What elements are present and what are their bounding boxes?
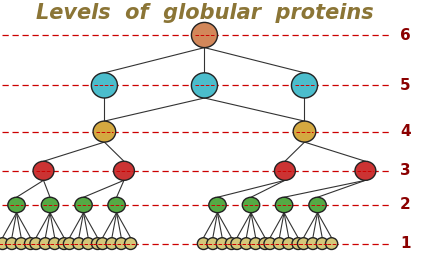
- Ellipse shape: [113, 161, 134, 180]
- Text: 6: 6: [399, 27, 410, 43]
- Ellipse shape: [291, 73, 317, 98]
- Ellipse shape: [24, 238, 36, 249]
- Ellipse shape: [49, 238, 61, 249]
- Ellipse shape: [325, 238, 337, 249]
- Ellipse shape: [124, 238, 136, 249]
- Ellipse shape: [206, 238, 218, 249]
- Ellipse shape: [105, 238, 118, 249]
- Ellipse shape: [58, 238, 70, 249]
- Ellipse shape: [297, 238, 309, 249]
- Ellipse shape: [258, 238, 270, 249]
- Ellipse shape: [108, 197, 125, 213]
- Ellipse shape: [91, 73, 117, 98]
- Ellipse shape: [75, 197, 92, 213]
- Ellipse shape: [316, 238, 328, 249]
- Ellipse shape: [39, 238, 51, 249]
- Ellipse shape: [93, 121, 115, 142]
- Ellipse shape: [275, 197, 292, 213]
- Ellipse shape: [96, 238, 108, 249]
- Text: Levels  of  globular  proteins: Levels of globular proteins: [36, 3, 372, 23]
- Ellipse shape: [91, 238, 103, 249]
- Ellipse shape: [33, 161, 54, 180]
- Ellipse shape: [72, 238, 85, 249]
- Ellipse shape: [30, 238, 42, 249]
- Ellipse shape: [208, 197, 226, 213]
- Ellipse shape: [197, 238, 209, 249]
- Ellipse shape: [63, 238, 76, 249]
- Ellipse shape: [291, 238, 303, 249]
- Ellipse shape: [216, 238, 228, 249]
- Ellipse shape: [115, 238, 127, 249]
- Text: 5: 5: [399, 78, 410, 93]
- Text: 2: 2: [399, 197, 410, 213]
- Text: 3: 3: [399, 163, 410, 178]
- Ellipse shape: [240, 238, 252, 249]
- Ellipse shape: [274, 161, 295, 180]
- Ellipse shape: [6, 238, 18, 249]
- Ellipse shape: [41, 197, 59, 213]
- Ellipse shape: [15, 238, 27, 249]
- Ellipse shape: [191, 73, 217, 98]
- Text: 1: 1: [399, 236, 410, 251]
- Ellipse shape: [354, 161, 375, 180]
- Ellipse shape: [225, 238, 237, 249]
- Ellipse shape: [263, 238, 276, 249]
- Ellipse shape: [191, 22, 217, 48]
- Ellipse shape: [293, 121, 315, 142]
- Ellipse shape: [82, 238, 94, 249]
- Ellipse shape: [8, 197, 25, 213]
- Ellipse shape: [306, 238, 318, 249]
- Ellipse shape: [249, 238, 261, 249]
- Text: 4: 4: [399, 124, 410, 139]
- Ellipse shape: [282, 238, 294, 249]
- Ellipse shape: [308, 197, 326, 213]
- Ellipse shape: [242, 197, 259, 213]
- Ellipse shape: [0, 238, 9, 249]
- Ellipse shape: [230, 238, 243, 249]
- Ellipse shape: [273, 238, 285, 249]
